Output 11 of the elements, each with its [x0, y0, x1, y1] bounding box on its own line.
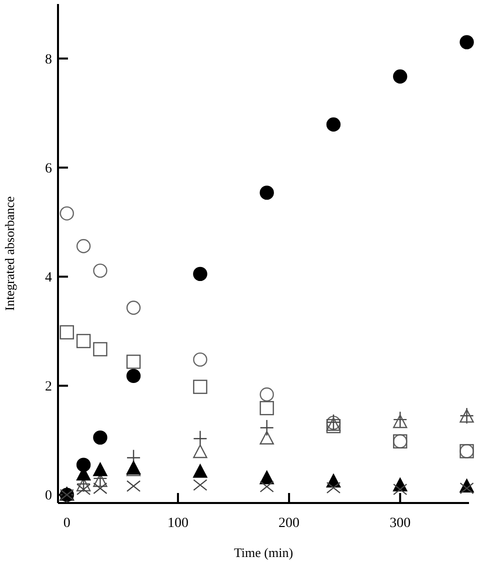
- y-axis-title: Integrated absorbance: [2, 196, 17, 311]
- y-tick-label: 8: [45, 52, 52, 68]
- y-tick-label: 0: [45, 488, 52, 504]
- y-tick-label: 4: [45, 270, 52, 286]
- x-tick-label: 100: [167, 516, 188, 531]
- y-tick-label: 6: [45, 162, 52, 177]
- x-tick-label: 300: [390, 516, 411, 531]
- x-tick-label: 200: [278, 516, 300, 531]
- x-axis-title: Time (min): [234, 545, 294, 560]
- x-tick-label: 0: [63, 516, 70, 531]
- y-tick-label: 2: [45, 380, 52, 395]
